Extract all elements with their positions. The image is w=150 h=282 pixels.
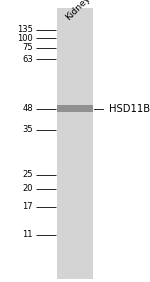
Text: Kidney: Kidney bbox=[64, 0, 92, 21]
Text: HSD11B2: HSD11B2 bbox=[110, 103, 150, 114]
Text: 20: 20 bbox=[22, 184, 33, 193]
Text: 135: 135 bbox=[17, 25, 33, 34]
Bar bbox=[57, 105, 93, 112]
Bar bbox=[57, 8, 93, 279]
Text: 17: 17 bbox=[22, 202, 33, 211]
Text: 25: 25 bbox=[22, 170, 33, 179]
Text: 63: 63 bbox=[22, 55, 33, 64]
Text: 35: 35 bbox=[22, 125, 33, 134]
Text: 100: 100 bbox=[17, 34, 33, 43]
Text: 48: 48 bbox=[22, 104, 33, 113]
Text: 11: 11 bbox=[22, 230, 33, 239]
Text: 75: 75 bbox=[22, 43, 33, 52]
